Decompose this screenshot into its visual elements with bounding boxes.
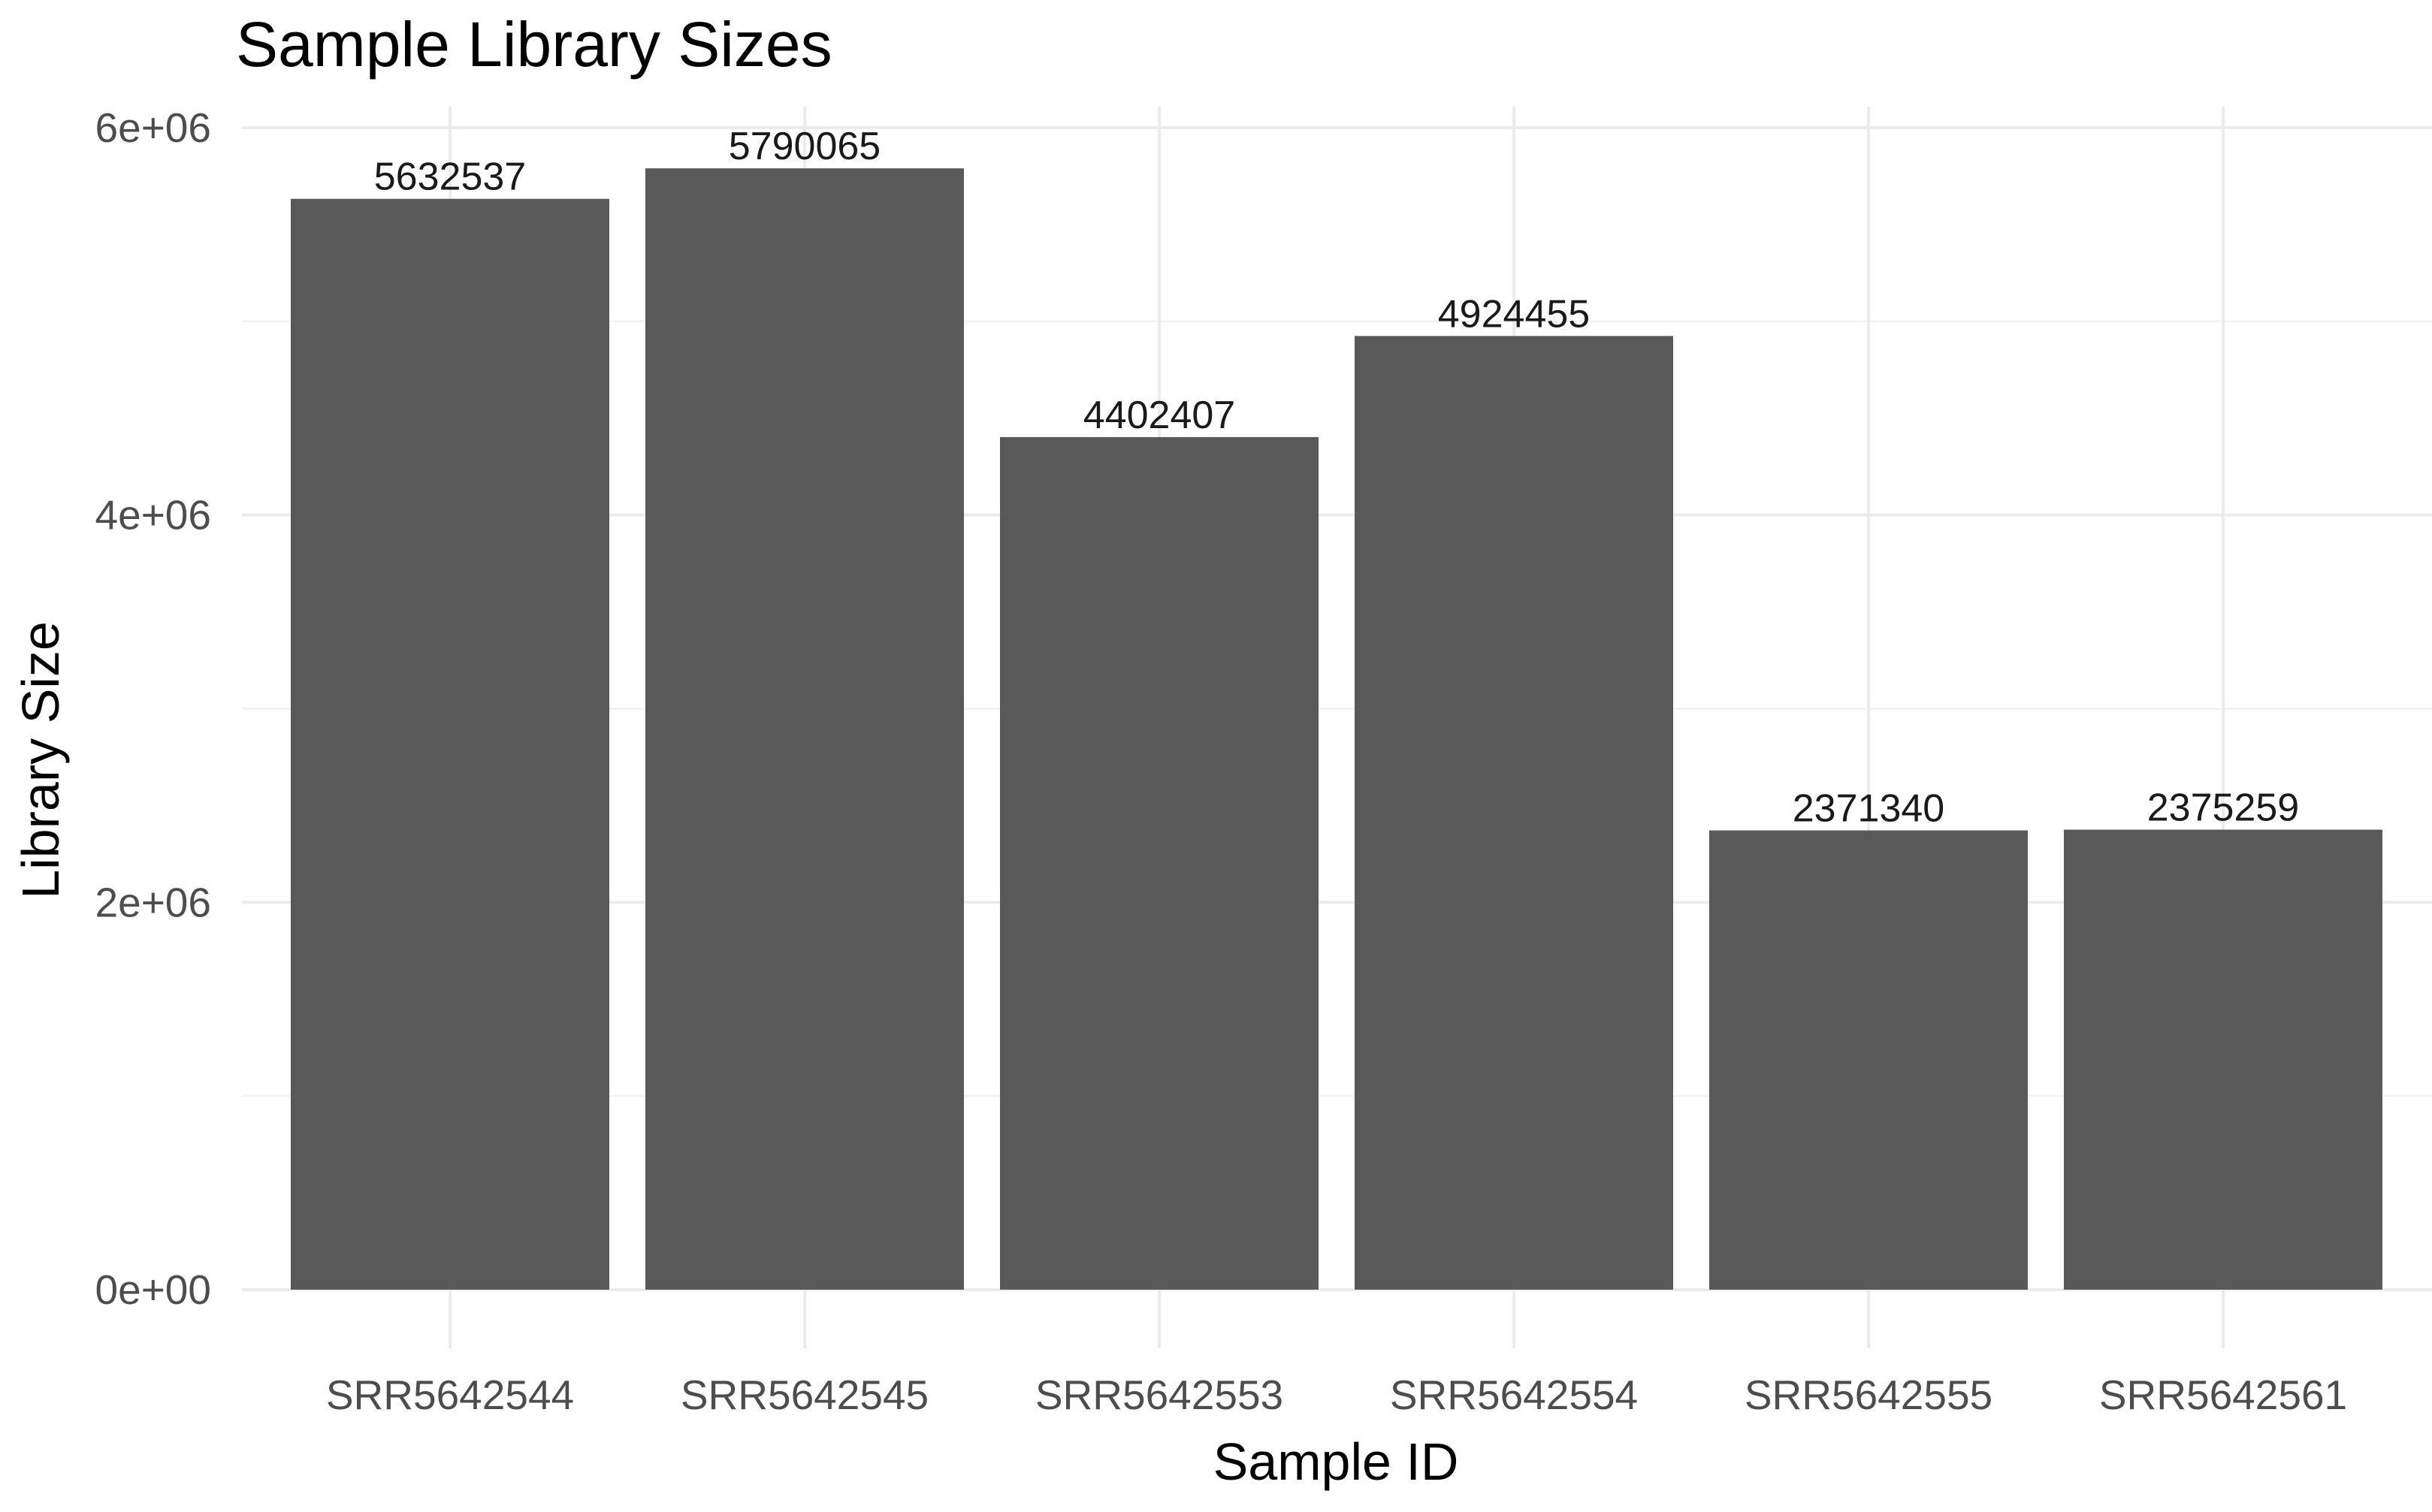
y-axis-title: Library Size	[11, 621, 70, 899]
x-tick-label: SRR5642553	[1035, 1372, 1283, 1418]
y-tick-label: 4e+06	[95, 492, 211, 539]
data-label: 4402407	[1083, 394, 1235, 437]
data-label: 5632537	[374, 155, 526, 199]
x-tick-label: SRR5642544	[326, 1372, 574, 1418]
bar-srr5642561	[2064, 829, 2382, 1290]
data-label: 4924455	[1438, 292, 1590, 336]
data-labels: 5632537 5790065 4402407 4924455 2371340 23752…	[374, 125, 2299, 830]
data-label: 2371340	[1793, 787, 1944, 831]
bar-srr5642553	[1000, 436, 1319, 1290]
bar-srr5642544	[291, 198, 609, 1290]
bars	[291, 168, 2382, 1290]
bar-srr5642545	[645, 168, 964, 1290]
chart-title: Sample Library Sizes	[236, 9, 832, 80]
x-tick-label: SRR5642545	[681, 1372, 929, 1418]
x-tick-label: SRR5642554	[1390, 1372, 1638, 1418]
data-label: 5790065	[729, 125, 881, 168]
x-tick-label: SRR5642561	[2099, 1372, 2347, 1418]
y-tick-label: 2e+06	[95, 879, 211, 925]
data-label: 2375259	[2147, 786, 2299, 830]
bar-srr5642555	[1709, 830, 2028, 1290]
y-tick-label: 0e+00	[95, 1266, 211, 1313]
y-axis: 0e+00 2e+06 4e+06 6e+06	[95, 104, 211, 1313]
bar-srr5642554	[1355, 336, 1673, 1290]
y-tick-label: 6e+06	[95, 104, 211, 151]
x-axis-title: Sample ID	[1213, 1432, 1459, 1491]
x-tick-label: SRR5642555	[1745, 1372, 1992, 1418]
x-axis: SRR5642544 SRR5642545 SRR5642553 SRR5642554…	[326, 1372, 2347, 1418]
